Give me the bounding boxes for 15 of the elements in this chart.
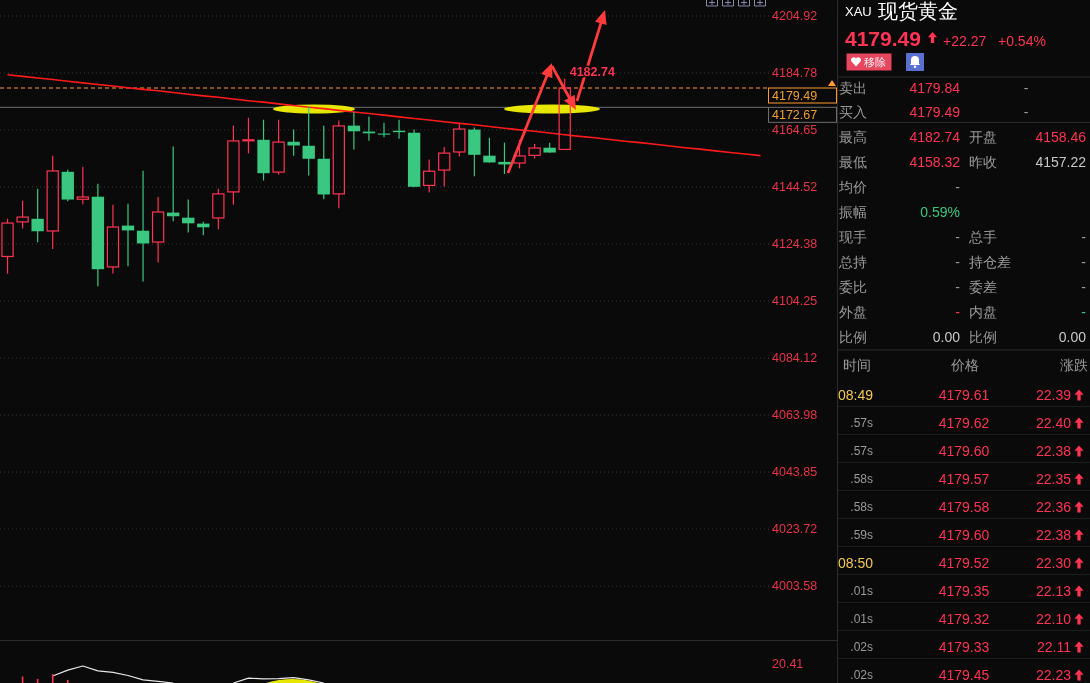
text: 20.41 [772,657,804,671]
ref-line-label: 4179.49 [772,88,818,103]
ref-line-label: 4172.67 [772,107,818,122]
y-tick-label: 4084.12 [772,351,818,366]
y-tick-label: 4003.58 [772,579,818,594]
y-tick-label: 4043.85 [772,465,818,480]
y-tick-label: 4063.98 [772,408,818,423]
y-tick-label: 4144.52 [772,180,818,195]
quote-card: XAU 现货黄金 4179.49 +22.27 +0.54% 移除 卖出 4179.84 - 买入 4179.49 - 最高 4182.74 开盘 4158.46 最低 4158.32 昨收 4157.22 均价 - 振幅 0.59% 现手 - 总手 - 总持 - 持仓差 - 委比 - 委差 - 外盘 - 内盘 - 比例 0.00 比例 0.00 时间 价格 涨跌 08:49 4179.61 22.39 .57s 4179.62 22.40 .57s 4179.60 22.38 .58s 4179.57 22.35 .58s 4179.58 22.36 .59s 4179.60 22.38 08:50 4179.52 22.30 .01s 4179.35 22.13 .01s 4179.32 22.10 .02s 4179.33 22.11 .02s 4179.45 22.23 [837,0,1090,683]
y-tick-label: 4124.38 [772,237,818,252]
y-tick-label: 4023.72 [772,522,818,537]
y-tick-label: 4104.25 [772,294,818,309]
y-tick-label: 4164.65 [772,123,818,138]
y-tick-label: 4204.92 [772,9,818,23]
y-tick-label: 4184.78 [772,66,818,81]
